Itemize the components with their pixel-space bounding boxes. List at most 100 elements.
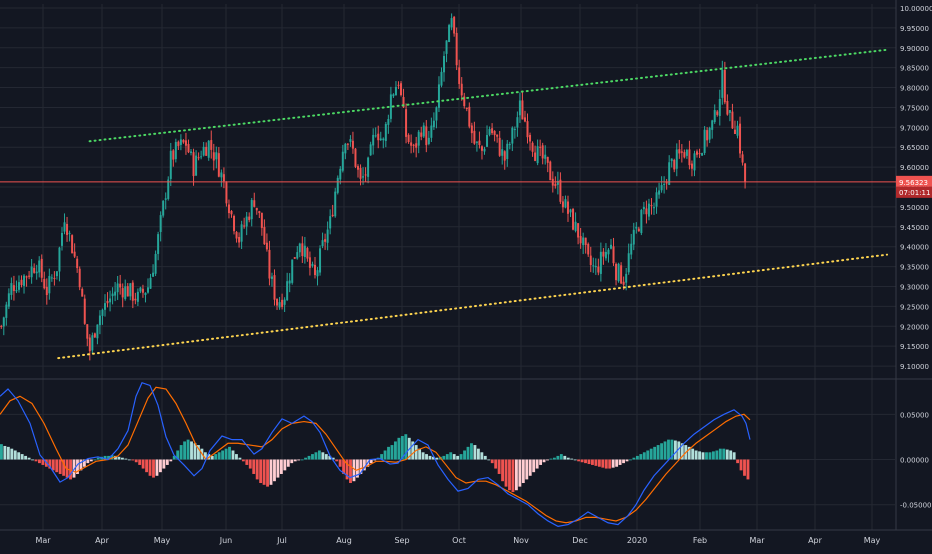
candle-body[interactable] — [615, 263, 618, 281]
candle-body[interactable] — [329, 216, 332, 229]
candle-body[interactable] — [377, 133, 380, 141]
candle-body[interactable] — [129, 283, 132, 297]
candle-body[interactable] — [374, 135, 377, 137]
candle-body[interactable] — [124, 286, 127, 300]
candle-body[interactable] — [5, 304, 8, 318]
candle-body[interactable] — [101, 309, 104, 316]
candle-body[interactable] — [410, 142, 413, 146]
candle-body[interactable] — [736, 125, 739, 136]
candle-body[interactable] — [460, 83, 463, 96]
candle-body[interactable] — [212, 152, 215, 161]
candle-body[interactable] — [182, 139, 185, 143]
candle-body[interactable] — [55, 271, 58, 277]
macd-line[interactable] — [0, 381, 751, 528]
candle-body[interactable] — [210, 140, 213, 150]
candle-body[interactable] — [96, 324, 99, 339]
candle-body[interactable] — [162, 200, 165, 216]
candle-body[interactable] — [76, 258, 79, 269]
candle-body[interactable] — [276, 299, 279, 306]
candle-body[interactable] — [577, 223, 580, 238]
candle-body[interactable] — [427, 137, 430, 144]
candle-body[interactable] — [673, 159, 676, 170]
candle-body[interactable] — [240, 224, 243, 242]
candle-body[interactable] — [121, 288, 124, 298]
candle-body[interactable] — [425, 126, 428, 146]
candle-body[interactable] — [706, 130, 709, 141]
lower-trendline[interactable] — [57, 253, 889, 360]
candle-body[interactable] — [668, 162, 671, 185]
candle-body[interactable] — [205, 146, 208, 156]
candle-body[interactable] — [415, 143, 418, 148]
candle-body[interactable] — [157, 234, 160, 254]
candle-body[interactable] — [622, 281, 625, 285]
candle-body[interactable] — [574, 221, 577, 231]
candle-body[interactable] — [288, 280, 291, 284]
candle-body[interactable] — [554, 183, 557, 187]
candle-body[interactable] — [344, 143, 347, 154]
candle-body[interactable] — [511, 127, 514, 144]
candle-body[interactable] — [604, 251, 607, 259]
candle-body[interactable] — [303, 245, 306, 258]
candle-body[interactable] — [640, 209, 643, 234]
candle-body[interactable] — [531, 142, 534, 152]
candle-body[interactable] — [10, 283, 13, 295]
candle-body[interactable] — [126, 286, 129, 297]
candle-body[interactable] — [372, 134, 375, 146]
candle-body[interactable] — [713, 110, 716, 123]
candle-body[interactable] — [559, 179, 562, 202]
candle-body[interactable] — [546, 156, 549, 163]
candle-body[interactable] — [402, 97, 405, 108]
candle-body[interactable] — [291, 259, 294, 283]
candle-body[interactable] — [627, 253, 630, 273]
candle-body[interactable] — [607, 249, 610, 255]
candle-body[interactable] — [453, 16, 456, 34]
candle-body[interactable] — [675, 149, 678, 169]
candle-body[interactable] — [445, 40, 448, 54]
candle-body[interactable] — [217, 153, 220, 177]
candle-body[interactable] — [38, 260, 41, 273]
candle-body[interactable] — [468, 106, 471, 127]
candle-body[interactable] — [412, 144, 415, 146]
time-axis[interactable]: Mar Apr May Jun Jul Aug Sep Oct Nov Dec 2020 Feb Mar… — [35, 536, 880, 545]
candle-body[interactable] — [73, 251, 76, 257]
candle-body[interactable] — [733, 129, 736, 135]
candle-body[interactable] — [349, 139, 352, 142]
candle-body[interactable] — [744, 163, 747, 182]
candle-body[interactable] — [506, 143, 509, 160]
candle-body[interactable] — [12, 285, 15, 291]
candle-body[interactable] — [716, 111, 719, 115]
candle-body[interactable] — [116, 283, 119, 293]
candle-body[interactable] — [58, 247, 61, 272]
candle-body[interactable] — [544, 154, 547, 159]
candle-body[interactable] — [658, 190, 661, 195]
candle-body[interactable] — [728, 110, 731, 113]
candle-body[interactable] — [382, 138, 385, 141]
candle-body[interactable] — [589, 255, 592, 266]
candle-body[interactable] — [597, 266, 600, 273]
candle-body[interactable] — [253, 200, 256, 207]
candle-body[interactable] — [708, 127, 711, 140]
candle-body[interactable] — [389, 94, 392, 119]
candle-body[interactable] — [448, 25, 451, 43]
candle-body[interactable] — [316, 270, 319, 277]
candle-body[interactable] — [177, 141, 180, 147]
candle-body[interactable] — [473, 130, 476, 144]
candle-body[interactable] — [243, 225, 246, 227]
candle-body[interactable] — [534, 152, 537, 161]
candle-body[interactable] — [43, 279, 46, 289]
candle-body[interactable] — [164, 198, 167, 200]
candle-body[interactable] — [516, 117, 519, 128]
candle-body[interactable] — [463, 96, 466, 107]
candle-body[interactable] — [263, 226, 266, 245]
candle-body[interactable] — [663, 183, 666, 185]
candle-body[interactable] — [248, 216, 251, 221]
candle-body[interactable] — [93, 333, 96, 338]
candle-body[interactable] — [362, 176, 365, 178]
candle-body[interactable] — [645, 208, 648, 215]
candle-body[interactable] — [470, 125, 473, 134]
candle-body[interactable] — [245, 216, 248, 227]
candle-body[interactable] — [159, 215, 162, 232]
candle-body[interactable] — [7, 293, 10, 307]
candle-body[interactable] — [25, 276, 28, 278]
candle-body[interactable] — [283, 299, 286, 305]
